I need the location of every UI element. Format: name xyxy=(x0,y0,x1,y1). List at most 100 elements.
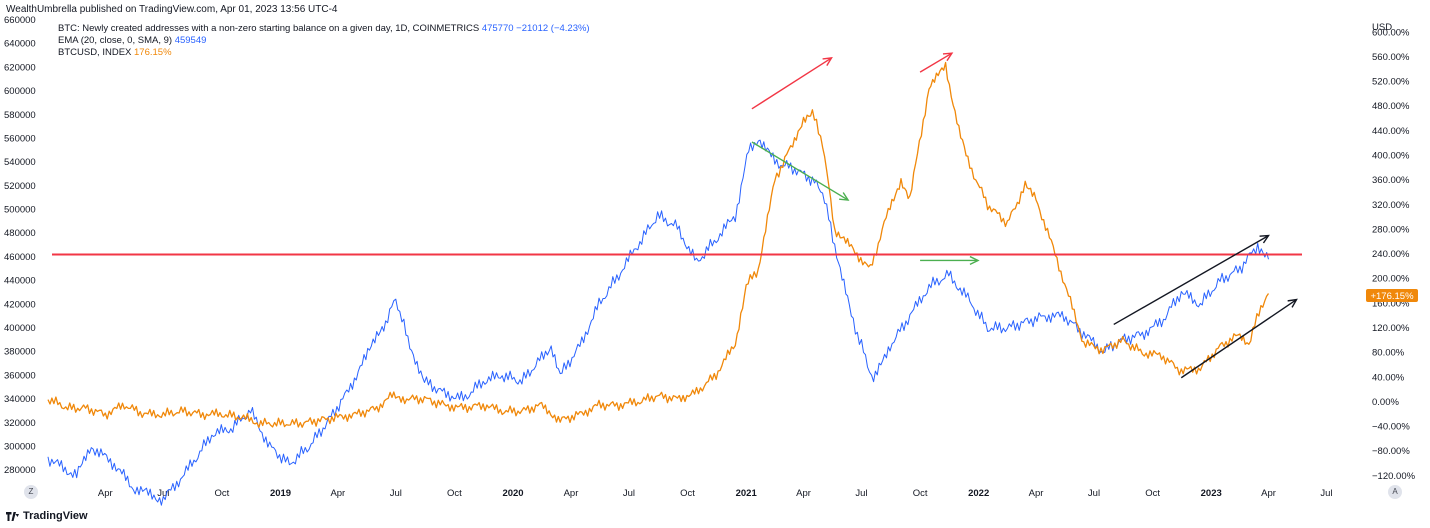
left-tick-label: 600000 xyxy=(4,86,36,97)
left-tick-label: 280000 xyxy=(4,465,36,476)
left-tick-label: 400000 xyxy=(4,323,36,334)
price-badge-label: +176.15% xyxy=(1370,291,1414,302)
right-tick-label: 360.00% xyxy=(1372,175,1410,186)
time-tick-label: Apr xyxy=(1029,488,1044,499)
legend-row-btcusd[interactable]: BTCUSD, INDEX 176.15% xyxy=(58,47,590,59)
left-axis: 280000 300000 320000 340000 360000 380000 4000… xyxy=(4,15,36,476)
footer-brand: TradingView xyxy=(23,510,88,522)
legend-addresses-value: 475770 xyxy=(481,23,514,34)
left-tick-label: 560000 xyxy=(4,133,36,144)
right-tick-label: 320.00% xyxy=(1372,200,1410,211)
trend-arrow xyxy=(751,141,850,201)
right-tick-label: 240.00% xyxy=(1372,249,1410,260)
btcusd-series-line xyxy=(47,61,1270,428)
left-tick-label: 320000 xyxy=(4,418,36,429)
time-tick-label: Oct xyxy=(680,488,695,499)
left-tick-label: 640000 xyxy=(4,39,36,50)
right-axis: −120.00% −80.00% −40.00% 0.00% 40.00% 80.00% 1… xyxy=(1372,27,1416,482)
right-tick-label: 480.00% xyxy=(1372,101,1410,112)
trend-arrow-head xyxy=(969,255,980,266)
price-badge: +176.15% xyxy=(1366,289,1418,302)
right-tick-label: 600.00% xyxy=(1372,27,1410,38)
trend-arrow-shaft xyxy=(1113,234,1269,326)
right-tick-label: 0.00% xyxy=(1372,397,1399,408)
left-tick-label: 440000 xyxy=(4,276,36,287)
time-tick-label: Jul xyxy=(855,488,867,499)
trend-arrow-shaft xyxy=(751,57,832,110)
tradingview-logo-icon xyxy=(6,511,19,521)
time-tick-label: Oct xyxy=(1145,488,1160,499)
left-tick-label: 520000 xyxy=(4,181,36,192)
time-tick-label: Apr xyxy=(564,488,579,499)
time-tick-label: Oct xyxy=(913,488,928,499)
trend-arrow-head xyxy=(942,52,954,62)
time-tick-label: 2021 xyxy=(736,488,758,499)
time-tick-label: Apr xyxy=(330,488,345,499)
trend-arrow-shaft xyxy=(751,141,849,201)
left-tick-label: 480000 xyxy=(4,228,36,239)
annotation-layer xyxy=(751,52,1298,379)
right-tick-label: 80.00% xyxy=(1372,348,1405,359)
trend-arrow xyxy=(751,57,833,110)
legend-row-addresses[interactable]: BTC: Newly created addresses with a non-… xyxy=(58,23,590,35)
time-tick-label: Jul xyxy=(1320,488,1332,499)
left-tick-label: 500000 xyxy=(4,205,36,216)
trend-arrow-shaft xyxy=(1180,298,1297,379)
time-tick-label: Jul xyxy=(1088,488,1100,499)
time-tick-label: Oct xyxy=(215,488,230,499)
right-tick-label: −80.00% xyxy=(1372,446,1410,457)
legend-btcusd-value: 176.15% xyxy=(134,47,172,58)
left-tick-label: 340000 xyxy=(4,394,36,405)
time-tick-label: Jul xyxy=(623,488,635,499)
trend-arrow xyxy=(919,52,954,73)
addresses-series-line xyxy=(47,139,1269,506)
legend-addresses-change: −21012 (−4.23%) xyxy=(516,23,590,34)
right-tick-label: 520.00% xyxy=(1372,77,1410,88)
right-tick-label: 560.00% xyxy=(1372,52,1410,63)
trend-arrow-shaft xyxy=(919,52,953,73)
time-tick-label: Apr xyxy=(98,488,113,499)
right-tick-label: 40.00% xyxy=(1372,372,1405,383)
trend-arrow xyxy=(1113,234,1270,326)
legend-ema-value: 459549 xyxy=(174,35,207,46)
left-tick-label: 620000 xyxy=(4,62,36,73)
time-tick-label: Apr xyxy=(1261,488,1276,499)
trend-arrow-head xyxy=(839,192,850,201)
left-tick-label: 420000 xyxy=(4,299,36,310)
right-tick-label: 400.00% xyxy=(1372,151,1410,162)
legend-ema-label: EMA (20, close, 0, SMA, 9) xyxy=(58,35,173,46)
time-tick-label: 2023 xyxy=(1201,488,1222,499)
time-tick-label: 2020 xyxy=(502,488,523,499)
trend-arrow-head xyxy=(1287,298,1298,308)
right-tick-label: 160.00% xyxy=(1372,298,1410,309)
zoom-button[interactable]: Z xyxy=(24,485,38,499)
auto-scale-button[interactable]: A xyxy=(1388,485,1402,499)
price-badge-bg xyxy=(1366,289,1418,302)
series-layer xyxy=(47,61,1270,506)
right-tick-label: 440.00% xyxy=(1372,126,1410,137)
time-tick-label: 2022 xyxy=(968,488,989,499)
time-axis[interactable]: Apr Jul Oct 2019 Apr Jul Oct 2020 Apr Jul Oct 2021 A… xyxy=(98,488,1333,499)
right-axis-unit: USD xyxy=(1372,22,1392,33)
right-tick-label: 280.00% xyxy=(1372,224,1410,235)
right-tick-label: 200.00% xyxy=(1372,274,1410,285)
left-tick-label: 380000 xyxy=(4,347,36,358)
left-tick-label: 460000 xyxy=(4,252,36,263)
chart-legend: BTC: Newly created addresses with a non-… xyxy=(58,23,590,59)
legend-btcusd-label: BTCUSD, INDEX xyxy=(58,47,132,58)
time-tick-label: 2019 xyxy=(270,488,291,499)
time-tick-label: Jul xyxy=(157,488,169,499)
time-tick-label: Oct xyxy=(447,488,462,499)
time-tick-label: Jul xyxy=(390,488,402,499)
trend-arrow xyxy=(920,255,980,266)
footer: TradingView xyxy=(6,510,88,522)
left-tick-label: 660000 xyxy=(4,15,36,26)
time-tick-label: Apr xyxy=(796,488,811,499)
trend-arrow xyxy=(1180,298,1298,379)
legend-row-ema[interactable]: EMA (20, close, 0, SMA, 9) 459549 xyxy=(58,35,590,47)
publisher-line: WealthUmbrella published on TradingView.… xyxy=(6,4,338,15)
trend-arrow-head xyxy=(1259,234,1270,244)
legend-addresses-label: BTC: Newly created addresses with a non-… xyxy=(58,23,480,34)
left-tick-label: 580000 xyxy=(4,110,36,121)
